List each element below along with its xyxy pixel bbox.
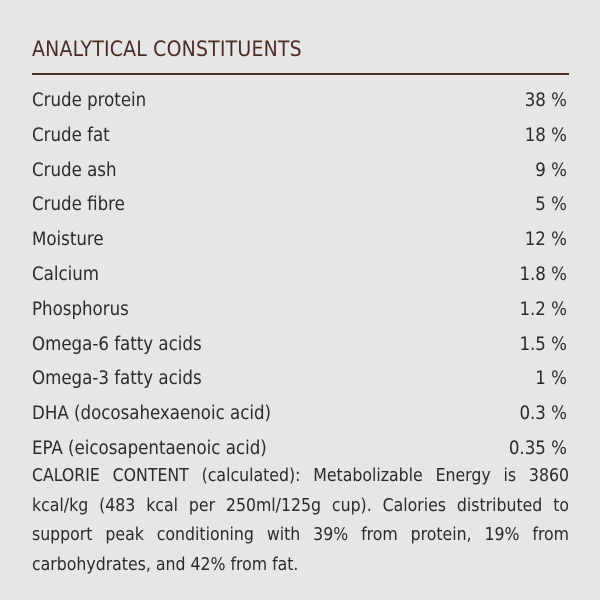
constituent-label: Crude protein <box>32 90 147 111</box>
constituent-label: DHA (docosahexaenoic acid) <box>32 403 272 425</box>
constituent-row: Crude fat 18 % <box>32 119 567 154</box>
constituent-row: Crude fibre 5 % <box>32 188 567 223</box>
constituent-label: Omega-6 fatty acids <box>32 333 202 355</box>
constituent-label: Crude fibre <box>32 194 125 216</box>
constituent-label: Calcium <box>32 263 99 285</box>
constituent-label: Omega-3 fatty acids <box>32 368 202 390</box>
constituent-value: 38 % <box>524 90 567 111</box>
constituent-value: 1 % <box>535 368 567 390</box>
constituent-label: Crude fat <box>32 124 110 146</box>
constituent-row: Crude ash 9 % <box>32 154 567 189</box>
calorie-content-text: CALORIE CONTENT (calculated): Metaboliza… <box>32 466 569 575</box>
constituent-label: EPA (eicosapentaenoic acid) <box>32 437 267 459</box>
constituent-row: Calcium 1.8 % <box>32 258 567 293</box>
title-divider <box>32 73 569 75</box>
constituent-value: 0.35 % <box>508 437 567 459</box>
constituent-value: 1.2 % <box>519 298 567 320</box>
constituent-value: 0.3 % <box>519 403 567 425</box>
constituent-label: Phosphorus <box>32 298 129 320</box>
constituent-value: 18 % <box>524 124 567 146</box>
constituent-row: EPA (eicosapentaenoic acid) 0.35 % <box>32 432 567 467</box>
constituent-row: Phosphorus 1.2 % <box>32 293 567 328</box>
constituent-value: 1.5 % <box>519 333 567 355</box>
constituent-value: 5 % <box>535 194 567 216</box>
constituent-row: Crude protein 38 % <box>32 84 567 119</box>
constituent-label: Moisture <box>32 229 104 251</box>
constituent-row: Omega-6 fatty acids 1.5 % <box>32 328 567 363</box>
constituent-row: Omega-3 fatty acids 1 % <box>32 362 567 397</box>
constituent-row: DHA (docosahexaenoic acid) 0.3 % <box>32 397 567 432</box>
section-title: ANALYTICAL CONSTITUENTS <box>32 37 302 61</box>
constituent-value: 12 % <box>524 229 567 251</box>
constituent-row: Moisture 12 % <box>32 223 567 258</box>
constituent-label: Crude ash <box>32 159 117 181</box>
constituent-value: 1.8 % <box>519 263 567 285</box>
constituent-value: 9 % <box>535 159 567 181</box>
constituents-list: Crude protein 38 % Crude fat 18 % Crude … <box>32 84 567 467</box>
